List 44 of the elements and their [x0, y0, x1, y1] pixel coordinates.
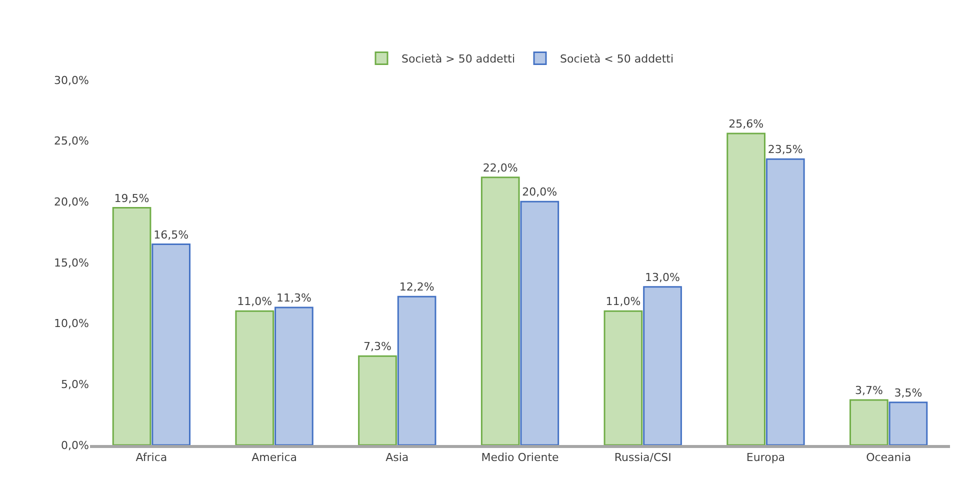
bar [604, 310, 643, 445]
data-label: 11,3% [276, 292, 312, 305]
data-label: 11,0% [606, 295, 641, 308]
bar [397, 296, 436, 445]
x-tick-label: Asia [386, 451, 409, 464]
y-tick-label: 5,0% [61, 378, 89, 392]
bar [888, 402, 928, 445]
data-label: 7,3% [364, 340, 392, 354]
data-label: 3,7% [854, 384, 883, 397]
bar [849, 399, 888, 445]
bar [152, 244, 191, 445]
data-label: 22,0% [482, 161, 518, 174]
bar [235, 310, 274, 445]
bar [358, 355, 397, 445]
data-label: 11,0% [237, 295, 272, 308]
data-label: 20,0% [522, 186, 558, 199]
bar [766, 158, 805, 445]
x-tick-label: America [252, 451, 297, 464]
bar [112, 207, 152, 445]
data-label: 3,5% [894, 386, 922, 400]
legend-label: Società > 50 addetti [402, 52, 515, 66]
y-tick-label: 15,0% [54, 256, 89, 270]
y-tick-label: 30,0% [54, 74, 89, 87]
data-label: 16,5% [154, 228, 189, 242]
data-label: 12,2% [399, 280, 434, 294]
data-label: 13,0% [645, 270, 680, 284]
y-tick-label: 10,0% [54, 317, 89, 330]
x-tick-label: Europa [746, 451, 786, 464]
y-tick-label: 20,0% [54, 196, 89, 209]
legend-label: Società < 50 addetti [560, 52, 674, 66]
x-tick-label: Medio Oriente [481, 451, 560, 464]
bar [726, 132, 766, 445]
y-tick-label: 0,0% [61, 438, 89, 452]
x-tick-label: Africa [136, 451, 168, 464]
bar [274, 306, 314, 445]
x-tick-label: Russia/CSI [614, 451, 672, 464]
bar [480, 176, 520, 445]
data-label: 25,6% [728, 118, 764, 131]
bar [520, 200, 560, 445]
x-tick-label: Oceania [866, 451, 912, 464]
data-label: 23,5% [768, 143, 803, 156]
data-label: 19,5% [114, 192, 150, 205]
y-tick-label: 25,0% [54, 134, 89, 148]
bar [643, 286, 682, 445]
